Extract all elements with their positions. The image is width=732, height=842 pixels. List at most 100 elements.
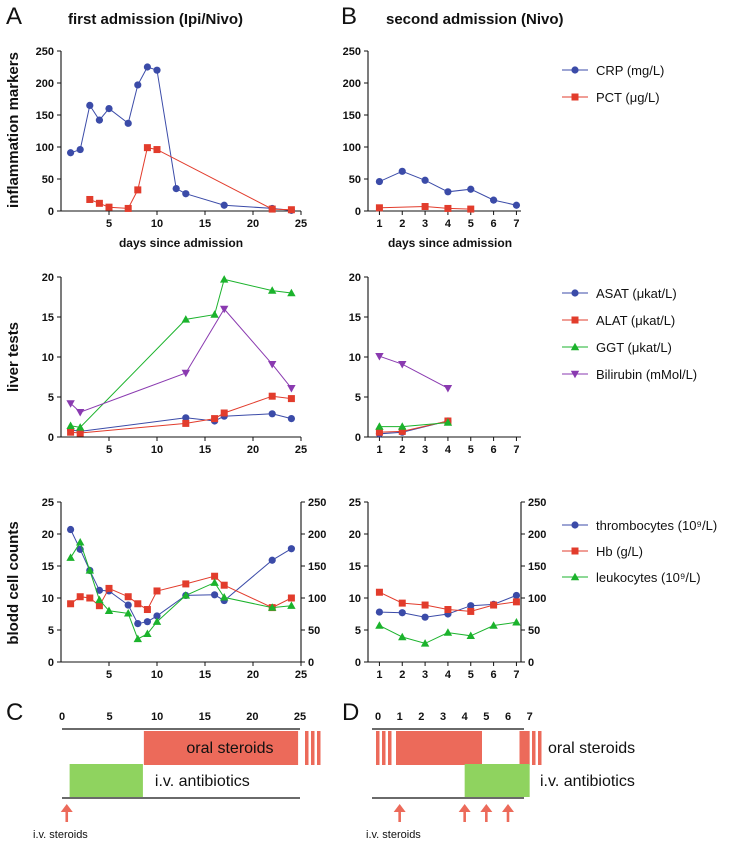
y-tick-label: 250 <box>36 46 54 58</box>
chart-inflammation-second: 0 50 100 150 200 250 1 2 3 4 5 6 7 <box>343 46 521 230</box>
x-tick-label: 6 <box>491 218 497 230</box>
data-point <box>153 66 161 74</box>
panel-letter-d: D <box>342 699 359 726</box>
y-tick-label: 15 <box>42 561 54 573</box>
y-tick-label: 10 <box>42 352 54 364</box>
y2-tick-label: 50 <box>308 625 320 637</box>
data-point <box>375 422 384 430</box>
data-point <box>105 203 113 211</box>
y-tick-label: 5 <box>48 392 54 404</box>
chart-liver-first: 0 5 10 15 20 5 10 15 20 25 <box>42 272 307 456</box>
oral-steroids-label: oral steroids <box>186 740 273 757</box>
x-tick-label: 20 <box>247 444 259 456</box>
x-tick-label: 20 <box>247 669 259 681</box>
y-tick-label: 10 <box>42 593 54 605</box>
bar-continuation-stripe <box>376 731 380 765</box>
x-tick-label: 3 <box>422 218 428 230</box>
legend-label: ASAT (μkat/L) <box>596 286 677 301</box>
data-point <box>143 606 151 614</box>
y-tick-label: 0 <box>48 432 54 444</box>
data-point <box>124 609 133 617</box>
data-point <box>153 612 161 620</box>
data-point <box>375 608 384 616</box>
series-line <box>379 422 448 428</box>
y-tick-label: 10 <box>349 352 361 364</box>
y-tick-label: 0 <box>355 657 361 669</box>
data-point <box>375 353 384 361</box>
x-tick-label: 7 <box>513 669 519 681</box>
data-point <box>444 204 452 212</box>
bar-continuation-stripe <box>388 731 392 765</box>
legend-marker <box>570 370 580 379</box>
y-tick-label: 250 <box>343 46 361 58</box>
data-point <box>421 601 429 609</box>
iv-steroid-arrow-head <box>60 804 73 812</box>
chart-liver-second: 0 5 10 15 20 1 2 3 4 5 6 7 <box>349 272 521 456</box>
data-point <box>210 578 219 586</box>
data-point <box>398 422 407 430</box>
data-point <box>182 414 190 422</box>
y-tick-label: 5 <box>355 392 361 404</box>
x-tick-label: 7 <box>513 218 519 230</box>
timeline-tick-label: 6 <box>505 711 511 723</box>
data-point <box>86 594 94 602</box>
data-point <box>398 609 406 617</box>
data-point <box>134 81 142 89</box>
y-tick-label: 20 <box>42 529 54 541</box>
data-point <box>182 419 190 427</box>
data-point <box>443 418 453 426</box>
series-line <box>70 529 292 625</box>
data-point <box>375 177 384 186</box>
data-point <box>421 203 429 211</box>
data-point <box>210 310 219 318</box>
data-point <box>421 613 429 621</box>
x-tick-label: 3 <box>422 444 428 456</box>
legend-label: thrombocytes (10⁹/L) <box>596 518 717 533</box>
data-point <box>467 205 475 213</box>
data-point <box>182 580 190 588</box>
antibiotics-label: i.v. antibiotics <box>155 773 250 790</box>
data-point <box>211 415 219 423</box>
data-point <box>268 410 276 418</box>
x-tick-label: 25 <box>295 218 307 230</box>
data-point <box>268 603 277 611</box>
data-point <box>220 593 229 601</box>
data-point <box>220 201 228 209</box>
data-point <box>134 186 142 194</box>
data-point <box>134 600 142 608</box>
oral-steroids-label: oral steroids <box>548 740 635 757</box>
data-point <box>124 204 132 212</box>
data-point <box>152 617 162 625</box>
data-point <box>67 600 75 608</box>
data-point <box>287 415 295 423</box>
y-tick-label: 15 <box>349 312 361 324</box>
timeline-tick-label: 0 <box>375 711 381 723</box>
x-tick-label: 3 <box>422 669 428 681</box>
data-point <box>268 392 276 400</box>
data-point <box>443 385 453 393</box>
data-point <box>143 63 151 71</box>
data-point <box>76 409 85 417</box>
x-tick-label: 2 <box>399 444 405 456</box>
y-tick-label: 200 <box>343 78 361 90</box>
bar-continuation-stripe <box>311 731 315 765</box>
x-tick-label: 1 <box>376 669 382 681</box>
legend-label: Hb (g/L) <box>596 544 643 559</box>
x-tick-label: 1 <box>376 218 382 230</box>
y2-tick-label: 100 <box>308 593 326 605</box>
data-point <box>375 588 383 596</box>
y2-tick-label: 250 <box>528 497 546 509</box>
data-point <box>76 145 84 154</box>
data-point <box>181 369 190 378</box>
legend-blood: thrombocytes (10⁹/L) Hb (g/L) leukocytes … <box>562 518 717 585</box>
legend-label: PCT (μg/L) <box>596 90 660 105</box>
series-line <box>70 278 292 428</box>
antibiotics-bar <box>464 764 530 797</box>
x-tick-label: 2 <box>399 218 405 230</box>
x-tick-label: 5 <box>106 444 112 456</box>
y-tick-label: 20 <box>349 529 361 541</box>
y-tick-label: 15 <box>349 561 361 573</box>
data-point <box>66 421 75 429</box>
legend-label: ALAT (μkat/L) <box>596 313 675 328</box>
x-tick-label: 6 <box>491 669 497 681</box>
